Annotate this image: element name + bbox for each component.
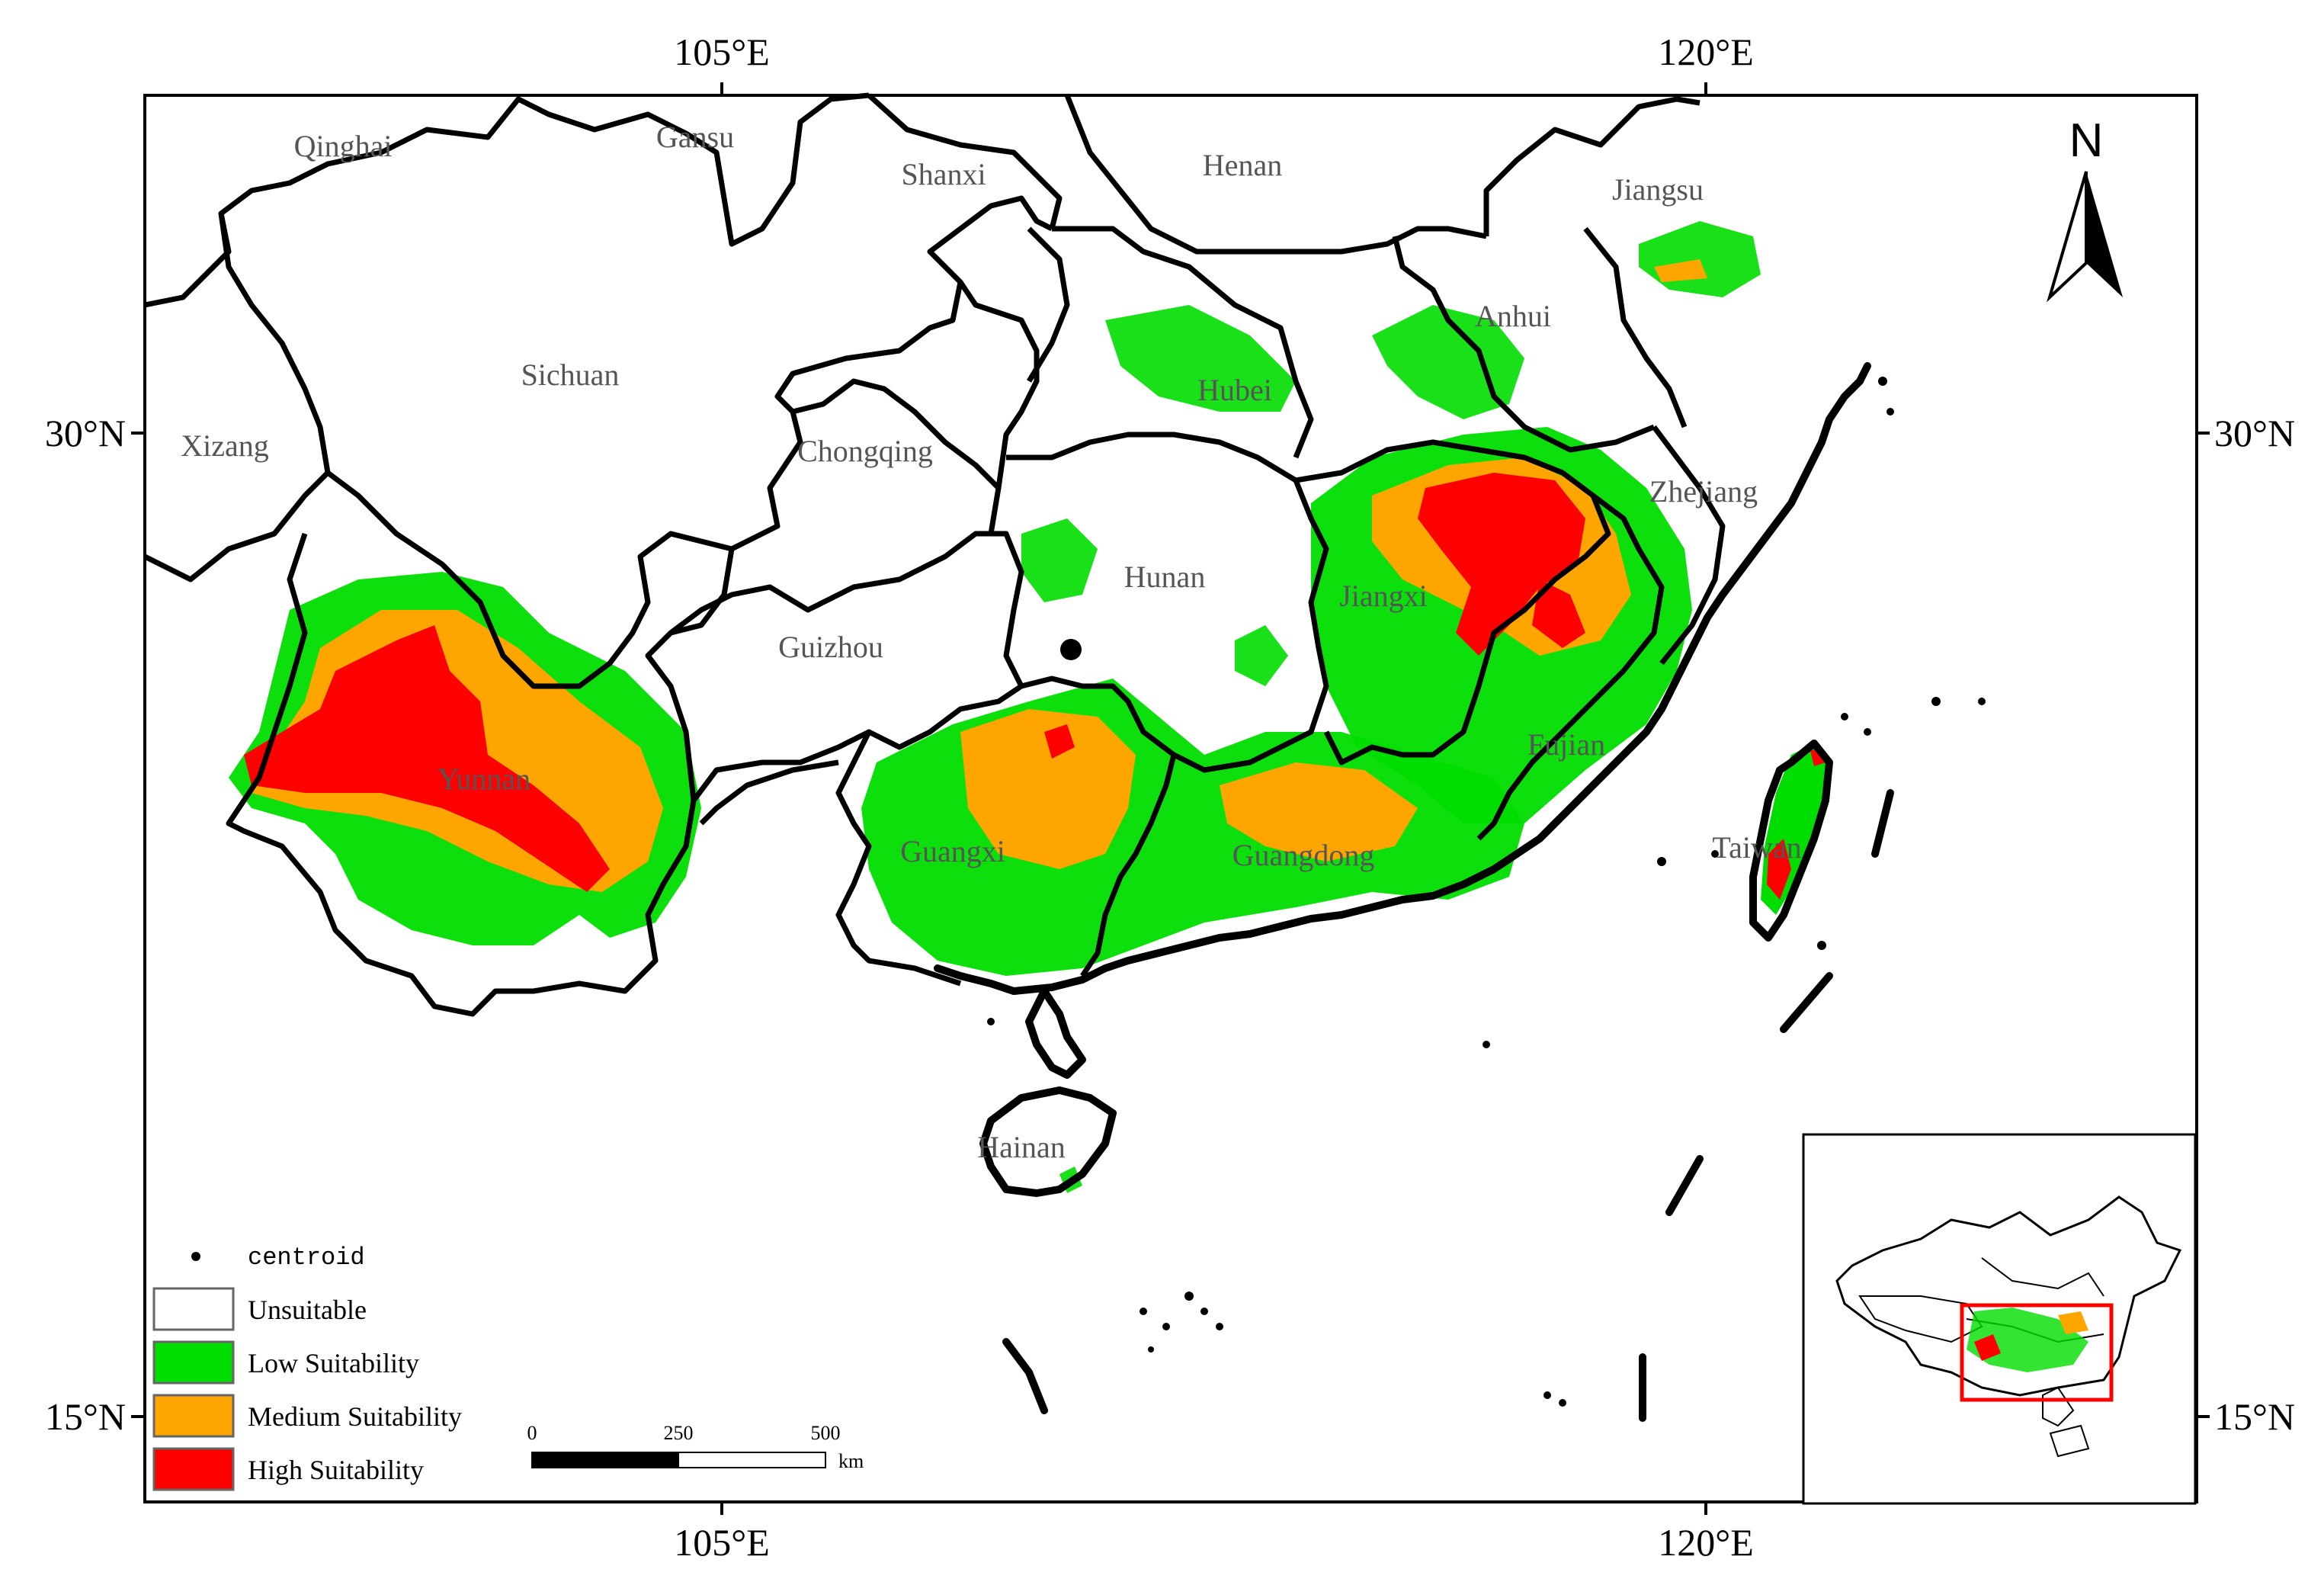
lat-label-15-right: 15°N [2214,1395,2295,1438]
lat-label-15-left: 15°N [45,1395,126,1438]
inset-map [1802,1133,2197,1505]
legend-swatch-low [152,1340,235,1385]
label-shanxi: Shanxi [901,157,986,191]
label-guangdong: Guangdong [1233,838,1375,872]
label-jiangsu: Jiangsu [1612,172,1704,207]
low-suitability-north-2 [1372,305,1524,419]
medium-suitability-jiangsu [1654,259,1707,282]
north-label: N [2069,114,2104,167]
scale-label-250: 250 [664,1422,694,1444]
scale-unit: km [838,1450,864,1472]
label-anhui: Anhui [1475,299,1551,333]
label-taiwan: Taiwan [1712,830,1801,865]
high-suitability-yunnan [244,625,610,892]
label-hubei: Hubei [1197,373,1272,407]
scale-label-0: 0 [527,1422,537,1444]
graticule-ticks [131,82,2210,1515]
legend-label-unsuitable: Unsuitable [248,1295,367,1325]
province-boundaries [143,92,1726,1017]
legend-label-high: High Suitability [248,1455,424,1485]
high-suitability-guangxi [1044,724,1075,759]
scale-label-500: 500 [811,1422,841,1444]
label-zhejiang: Zhejiang [1649,474,1758,509]
label-guangxi: Guangxi [900,834,1005,868]
legend-centroid-label: centroid [248,1243,365,1272]
island-dots [987,377,1986,1407]
medium-suitability-south-2 [1220,762,1418,862]
lon-label-120-bottom: 120°E [1658,1521,1754,1564]
lat-label-30-left: 30°N [45,412,126,454]
legend-centroid-symbol [191,1252,200,1261]
high-suitability-east [1418,473,1585,656]
label-hainan: Hainan [977,1130,1066,1164]
legend-swatch-high [152,1447,235,1491]
label-yunnan: Yunnan [438,762,531,796]
low-suitability-north-1 [1105,305,1296,412]
high-suitability-taiwan [1767,839,1791,900]
label-guizhou: Guizhou [778,630,883,664]
label-henan: Henan [1203,148,1282,182]
label-xizang: Xizang [181,428,269,463]
label-fujian: Fujian [1527,727,1605,762]
medium-suitability-south [960,709,1136,869]
label-gansu: Gansu [656,120,734,154]
legend: centroid Unsuitable Low Suitability Medi… [152,1243,462,1491]
label-jiangxi: Jiangxi [1339,579,1428,613]
label-qinghai: Qinghai [294,129,393,163]
legend-swatch-unsuitable [152,1287,235,1331]
inset-extent-box [1960,1303,2114,1402]
label-sichuan: Sichuan [521,358,620,392]
legend-label-medium: Medium Suitability [248,1401,462,1432]
province-labels: Qinghai Gansu Shanxi Henan Jiangsu Anhui… [181,120,1801,1164]
lon-label-105-top: 105°E [674,30,770,73]
inset-country-outline [1835,1195,2182,1397]
centroid-marker [1060,639,1082,660]
lon-label-120-top: 120°E [1658,30,1754,73]
low-suitability-hunan [1021,518,1098,602]
legend-label-low: Low Suitability [248,1348,419,1378]
suitability-layer [229,221,1829,1193]
low-suitability-hunan-2 [1235,625,1288,686]
coastline [934,362,1894,1422]
label-chongqing: Chongqing [797,434,933,468]
lon-label-105-bottom: 105°E [674,1521,770,1564]
north-arrow-icon: N [2047,114,2123,303]
scale-bar: 0 250 500 km [527,1422,864,1472]
lat-label-30-right: 30°N [2214,412,2295,454]
high-suitability-fujian [1532,579,1585,648]
label-hunan: Hunan [1124,560,1206,594]
legend-swatch-medium [152,1394,235,1438]
